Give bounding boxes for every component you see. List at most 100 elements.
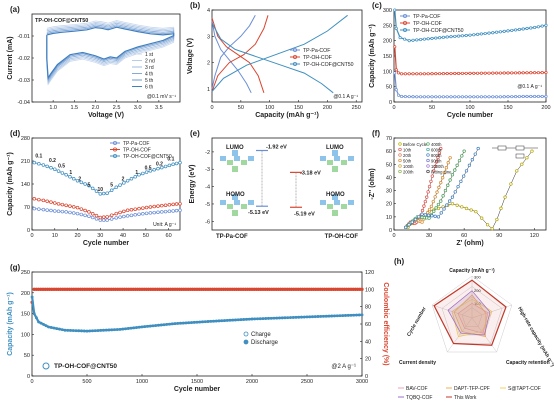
- molecule-blob: [332, 150, 338, 156]
- data-point: [426, 190, 430, 194]
- x-tick-label: 150: [503, 105, 512, 111]
- data-point: [94, 189, 99, 193]
- legend-entry: Fitting Line: [431, 169, 452, 174]
- data-point: [495, 95, 499, 99]
- legend-entry: TP-OH-COF: [303, 55, 332, 61]
- data-point: [434, 206, 438, 210]
- data-point: [544, 94, 548, 99]
- data-point: [544, 71, 548, 75]
- radar-ring-label: 200: [474, 288, 481, 293]
- data-point: [104, 328, 108, 332]
- data-point: [37, 207, 41, 211]
- legend-entry: 100th: [403, 164, 414, 169]
- data-point: [434, 36, 438, 40]
- data-point: [308, 315, 312, 319]
- data-point: [302, 315, 306, 319]
- legend-marker: [113, 147, 118, 152]
- data-point: [114, 211, 118, 216]
- data-point: [283, 316, 287, 320]
- data-point: [446, 183, 450, 187]
- discharge-curve: [211, 22, 334, 94]
- data-point: [502, 71, 506, 75]
- data-point: [71, 205, 76, 209]
- data-point: [64, 210, 68, 214]
- rate-label: 0.2: [49, 158, 56, 164]
- y-axis-label: Current (mA): [7, 36, 14, 79]
- data-point: [398, 36, 402, 40]
- data-point: [472, 33, 476, 37]
- legend-marker: [426, 153, 430, 157]
- molecule-blob: [332, 194, 338, 200]
- data-point: [184, 321, 188, 325]
- y-tick-label: 0: [27, 374, 30, 380]
- legend-entry: TP-Pa-COF: [413, 14, 440, 20]
- y-tick-label: 300: [383, 8, 392, 14]
- legend-entry: 200th: [403, 169, 414, 174]
- data-point: [198, 320, 202, 324]
- data-point: [394, 88, 398, 92]
- data-point: [432, 169, 436, 173]
- x-tick-label: 1.0: [49, 105, 57, 111]
- data-point: [32, 197, 37, 201]
- data-point: [426, 211, 430, 215]
- data-point: [427, 207, 432, 212]
- data-point: [137, 325, 141, 329]
- panel-a: (a) 1.0 1.5 2.0 2.5 3.0 3.5 -0.01 -0.02 -0.03 -0.0…: [7, 5, 181, 119]
- charge-curve: [211, 15, 269, 92]
- x-tick-label: 50: [143, 233, 149, 239]
- data-point: [448, 156, 452, 160]
- data-point: [462, 174, 466, 178]
- y-axis-label: Capacity (mAh g⁻¹): [7, 292, 14, 356]
- y-axis-label: Capacity (mAh g⁻¹): [7, 152, 14, 216]
- legend-entry: TP-Pa-COF: [123, 141, 149, 147]
- molecule-blob: [348, 200, 354, 205]
- data-point: [195, 320, 199, 324]
- data-point: [114, 216, 118, 220]
- circuit-element: [515, 153, 525, 159]
- data-point: [510, 28, 514, 32]
- data-point: [93, 329, 97, 333]
- data-point: [536, 25, 540, 29]
- rate-label: 0.5: [145, 166, 152, 172]
- panel-label: (g): [10, 263, 21, 272]
- legend-entry: 3 rd: [145, 65, 154, 71]
- data-point: [333, 314, 336, 318]
- data-point: [69, 328, 72, 332]
- data-point: [250, 317, 254, 321]
- legend-entry: 20th: [403, 153, 412, 158]
- x-tick-label: 0: [30, 379, 33, 385]
- data-point: [278, 316, 281, 320]
- panel-note: @2 A g⁻¹: [331, 364, 356, 370]
- data-point: [148, 324, 152, 328]
- data-point: [397, 71, 401, 75]
- data-point: [71, 211, 76, 215]
- data-point: [206, 320, 210, 323]
- y-tick-label: 80: [365, 305, 371, 311]
- data-point: [137, 173, 141, 177]
- data-point: [79, 180, 84, 185]
- data-point: [407, 39, 411, 43]
- data-point: [45, 208, 49, 212]
- data-point: [536, 94, 540, 99]
- x-tick-label: 60: [461, 233, 467, 239]
- data-point: [476, 71, 480, 75]
- data-point: [506, 71, 510, 75]
- legend-marker: [426, 158, 430, 163]
- energy-value: -5.19 eV: [294, 211, 315, 217]
- data-point: [491, 71, 495, 75]
- data-point: [122, 209, 126, 214]
- y-tick-label: -5: [205, 202, 210, 208]
- y-tick-label: 280: [21, 136, 30, 142]
- data-point: [63, 328, 67, 332]
- y-tick-label: 0: [389, 228, 392, 234]
- data-point: [129, 326, 133, 330]
- data-point: [442, 207, 446, 211]
- data-point: [419, 37, 423, 42]
- radar-spoke: [447, 317, 473, 353]
- data-point: [160, 210, 164, 214]
- data-point: [438, 95, 442, 99]
- legend-entry: 2 nd: [145, 59, 155, 65]
- data-point: [300, 315, 303, 319]
- data-point: [425, 195, 429, 199]
- data-point: [393, 71, 397, 75]
